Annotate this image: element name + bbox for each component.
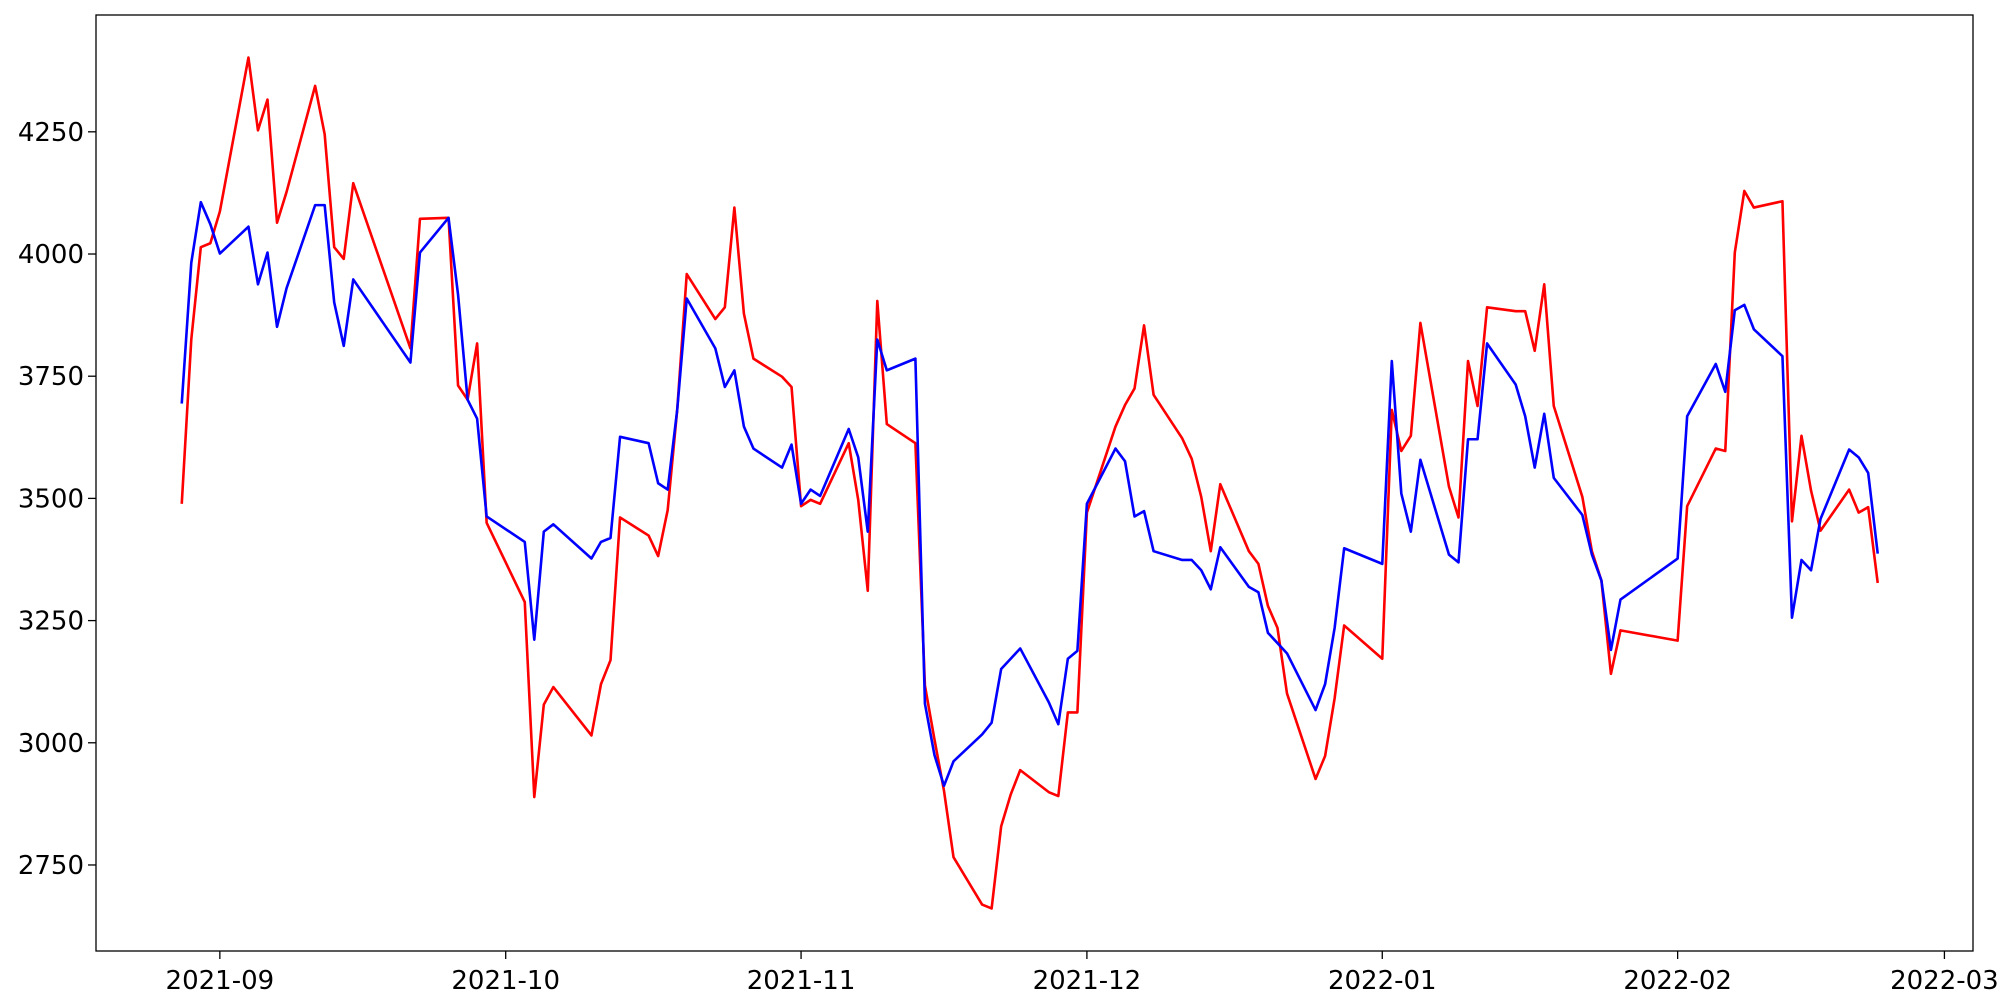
y-tick-label: 3500 xyxy=(18,484,84,514)
x-tick-label: 2022-02 xyxy=(1623,966,1732,996)
axes-frame xyxy=(95,14,1974,952)
x-tick-label: 2021-09 xyxy=(166,966,275,996)
y-tick-label: 3000 xyxy=(18,729,84,759)
y-tick-label: 2750 xyxy=(18,851,84,881)
series-line xyxy=(180,56,1880,910)
y-tick-label: 4000 xyxy=(18,240,84,270)
x-tick-label: 2022-01 xyxy=(1328,966,1437,996)
y-tick-label: 3250 xyxy=(18,607,84,637)
plot-area xyxy=(96,15,1973,951)
x-tick-label: 2022-03 xyxy=(1890,966,1999,996)
y-tick-label: 3750 xyxy=(18,362,84,392)
marks xyxy=(180,56,1880,910)
series-line xyxy=(180,200,1880,788)
x-tick-label: 2021-11 xyxy=(747,966,856,996)
x-tick-label: 2021-10 xyxy=(451,966,560,996)
x-tick-label: 2021-12 xyxy=(1033,966,1142,996)
y-tick-label: 4250 xyxy=(18,118,84,148)
